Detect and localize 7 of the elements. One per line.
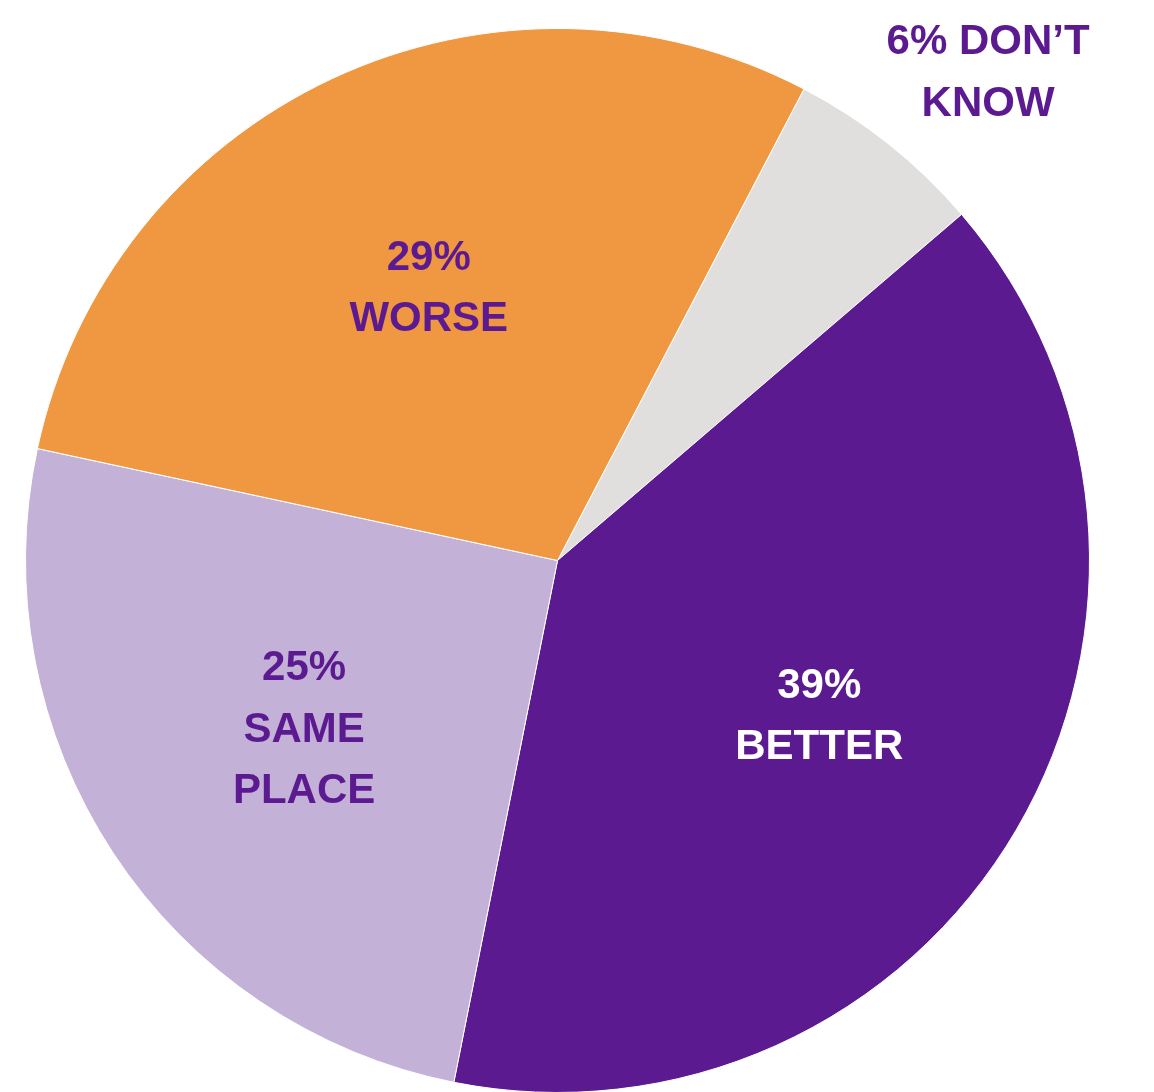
data-label: 39%: [777, 659, 862, 707]
slice-label: BETTER: [735, 720, 904, 768]
data-label: 29%: [386, 231, 471, 279]
slice-label: SAME PLACE: [232, 703, 376, 812]
slice-label: WORSE: [349, 293, 509, 341]
data-label: 25%: [262, 642, 347, 690]
slice-label: 6% DON’T KNOW: [886, 16, 1090, 125]
